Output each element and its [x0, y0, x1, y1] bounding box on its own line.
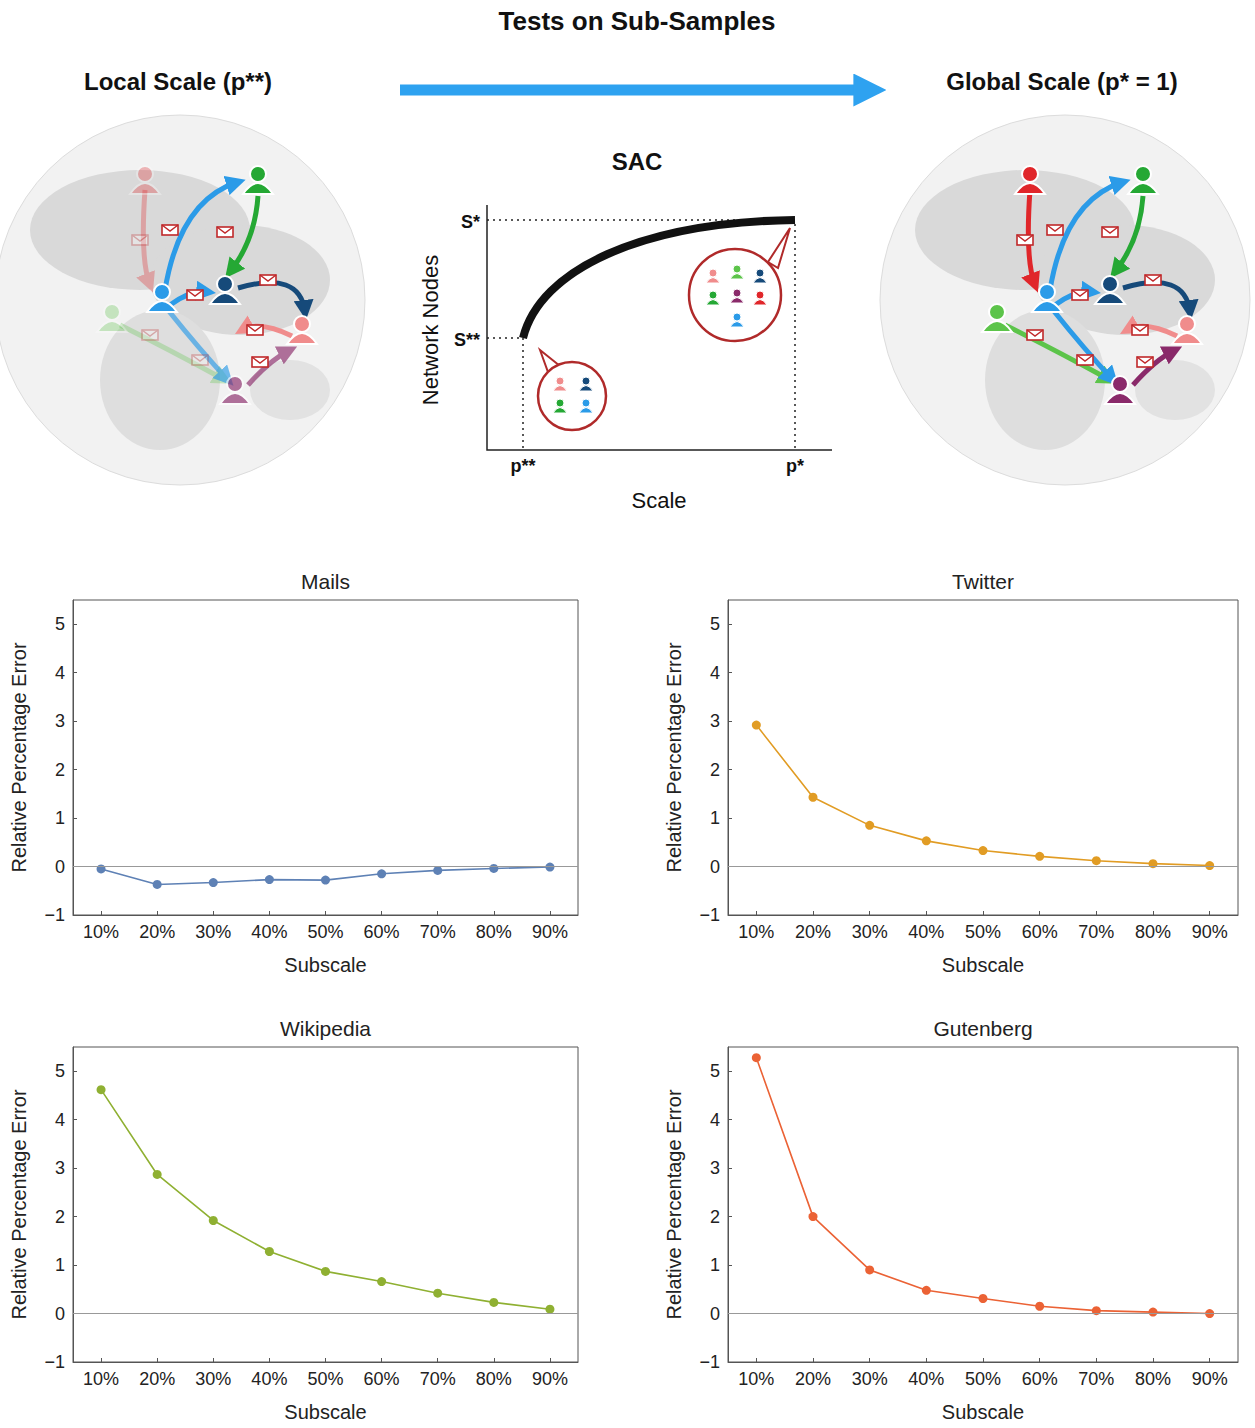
svg-text:2: 2: [710, 1207, 720, 1227]
svg-text:2: 2: [55, 760, 65, 780]
svg-text:90%: 90%: [1192, 1369, 1228, 1389]
svg-text:40%: 40%: [908, 1369, 944, 1389]
svg-text:30%: 30%: [852, 1369, 888, 1389]
svg-text:90%: 90%: [532, 922, 568, 942]
svg-text:4: 4: [710, 663, 720, 683]
html-text:Mails: Mails: [301, 570, 350, 593]
svg-text:0: 0: [710, 857, 720, 877]
svg-text:Relative Percentage Error: Relative Percentage Error: [663, 642, 685, 872]
svg-text:Local Scale (p**): Local Scale (p**): [84, 68, 272, 95]
svg-text:Network Nodes: Network Nodes: [418, 255, 443, 405]
svg-text:Subscale: Subscale: [284, 1401, 366, 1423]
svg-text:70%: 70%: [1078, 922, 1114, 942]
svg-text:10%: 10%: [83, 922, 119, 942]
svg-text:−1: −1: [44, 1352, 65, 1372]
html-text:Twitter: Twitter: [952, 570, 1014, 593]
svg-text:Scale: Scale: [631, 488, 686, 513]
svg-text:3: 3: [55, 711, 65, 731]
svg-text:p*: p*: [786, 456, 804, 476]
svg-text:0: 0: [55, 857, 65, 877]
svg-text:5: 5: [55, 614, 65, 634]
svg-text:1: 1: [55, 808, 65, 828]
svg-text:90%: 90%: [1192, 922, 1228, 942]
html-text:Wikipedia: Wikipedia: [280, 1017, 371, 1040]
svg-text:80%: 80%: [476, 922, 512, 942]
svg-text:50%: 50%: [307, 922, 343, 942]
svg-text:5: 5: [55, 1061, 65, 1081]
svg-text:0: 0: [710, 1304, 720, 1324]
svg-text:60%: 60%: [1022, 922, 1058, 942]
svg-text:50%: 50%: [307, 1369, 343, 1389]
svg-text:Relative Percentage Error: Relative Percentage Error: [663, 1089, 685, 1319]
svg-text:60%: 60%: [364, 1369, 400, 1389]
svg-text:SAC: SAC: [612, 148, 663, 175]
svg-text:Subscale: Subscale: [942, 1401, 1024, 1423]
svg-text:70%: 70%: [420, 1369, 456, 1389]
svg-text:S*: S*: [461, 212, 480, 232]
svg-text:40%: 40%: [251, 922, 287, 942]
svg-text:80%: 80%: [1135, 922, 1171, 942]
svg-text:1: 1: [710, 808, 720, 828]
svg-text:50%: 50%: [965, 922, 1001, 942]
svg-text:p**: p**: [510, 456, 535, 476]
svg-text:10%: 10%: [83, 1369, 119, 1389]
svg-text:Subscale: Subscale: [284, 954, 366, 976]
svg-text:40%: 40%: [908, 922, 944, 942]
svg-text:10%: 10%: [738, 1369, 774, 1389]
svg-text:Global Scale (p* = 1): Global Scale (p* = 1): [946, 68, 1177, 95]
svg-text:50%: 50%: [965, 1369, 1001, 1389]
svg-text:−1: −1: [699, 1352, 720, 1372]
svg-text:3: 3: [710, 1158, 720, 1178]
svg-text:20%: 20%: [795, 1369, 831, 1389]
svg-text:10%: 10%: [738, 922, 774, 942]
svg-text:S**: S**: [454, 330, 480, 350]
svg-text:40%: 40%: [251, 1369, 287, 1389]
svg-text:60%: 60%: [1022, 1369, 1058, 1389]
svg-text:4: 4: [710, 1110, 720, 1130]
html-text:Gutenberg: Gutenberg: [933, 1017, 1033, 1040]
svg-text:Relative Percentage Error: Relative Percentage Error: [8, 642, 30, 872]
svg-text:2: 2: [55, 1207, 65, 1227]
svg-text:80%: 80%: [476, 1369, 512, 1389]
svg-text:60%: 60%: [364, 922, 400, 942]
svg-text:70%: 70%: [1078, 1369, 1114, 1389]
svg-text:30%: 30%: [195, 1369, 231, 1389]
svg-text:Subscale: Subscale: [942, 954, 1024, 976]
svg-text:80%: 80%: [1135, 1369, 1171, 1389]
svg-text:30%: 30%: [195, 922, 231, 942]
svg-text:20%: 20%: [795, 922, 831, 942]
svg-text:5: 5: [710, 614, 720, 634]
svg-text:1: 1: [710, 1255, 720, 1275]
svg-text:3: 3: [710, 711, 720, 731]
svg-text:90%: 90%: [532, 1369, 568, 1389]
svg-text:0: 0: [55, 1304, 65, 1324]
svg-text:70%: 70%: [420, 922, 456, 942]
svg-text:1: 1: [55, 1255, 65, 1275]
svg-text:20%: 20%: [139, 1369, 175, 1389]
svg-text:2: 2: [710, 760, 720, 780]
svg-text:−1: −1: [699, 905, 720, 925]
svg-text:3: 3: [55, 1158, 65, 1178]
svg-text:−1: −1: [44, 905, 65, 925]
svg-text:4: 4: [55, 663, 65, 683]
svg-text:30%: 30%: [852, 922, 888, 942]
svg-text:Relative Percentage Error: Relative Percentage Error: [8, 1089, 30, 1319]
svg-text:Tests on Sub-Samples: Tests on Sub-Samples: [499, 6, 776, 36]
svg-text:5: 5: [710, 1061, 720, 1081]
svg-text:20%: 20%: [139, 922, 175, 942]
svg-text:4: 4: [55, 1110, 65, 1130]
